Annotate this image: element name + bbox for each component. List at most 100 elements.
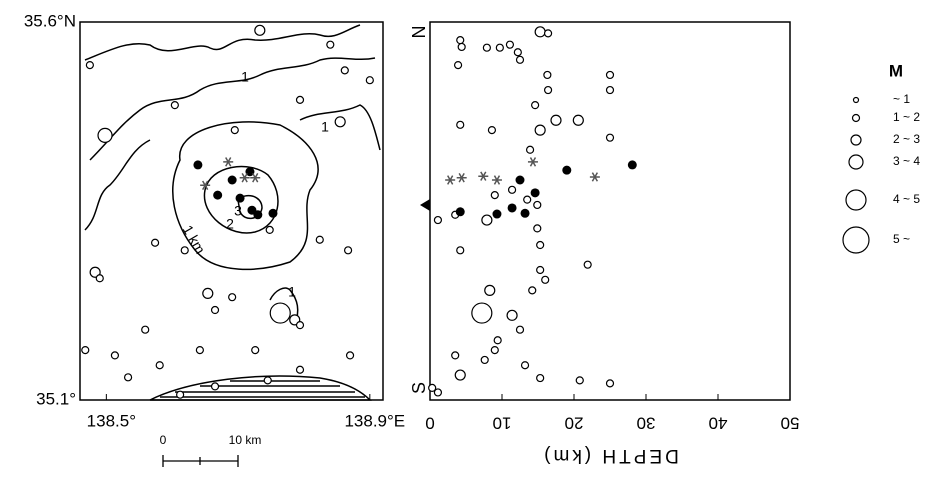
y-end-label: N	[409, 26, 429, 39]
y-tick-label: 35.6°N	[24, 11, 76, 30]
event-dot	[235, 193, 245, 203]
event-circle	[451, 351, 460, 360]
event-circle	[605, 85, 615, 95]
event-circle	[269, 302, 291, 324]
event-circle	[533, 200, 542, 210]
legend-label: 2 ~ 3	[893, 132, 920, 146]
event-circle	[534, 124, 546, 136]
legend-symbol	[851, 113, 861, 123]
event-dot	[193, 160, 203, 170]
event-circle	[507, 185, 517, 194]
event-circle	[513, 48, 522, 57]
event-circle	[295, 365, 305, 374]
event-circle	[484, 284, 496, 296]
event-circle	[456, 246, 465, 255]
scale-label: 10 km	[229, 433, 262, 447]
event-star	[456, 173, 467, 183]
event-star	[239, 173, 250, 183]
contour-label: 2	[226, 216, 234, 232]
legend-label: 3 ~ 4	[893, 154, 920, 168]
x-tick-label: 138.5°	[87, 411, 136, 430]
hatched-area	[149, 375, 372, 401]
event-circle	[543, 85, 553, 95]
event-dot	[213, 190, 223, 200]
event-circle	[228, 293, 237, 302]
event-circle	[295, 95, 305, 104]
event-star	[491, 175, 502, 185]
event-circle	[525, 145, 535, 154]
contour-label: 1	[321, 119, 329, 135]
event-circle	[572, 114, 584, 126]
event-circle	[541, 275, 550, 284]
event-circle	[575, 376, 584, 385]
event-circle	[326, 40, 335, 49]
event-circle	[195, 346, 204, 355]
event-circle	[428, 383, 437, 393]
x-axis-label: DEPTH (km)	[541, 445, 679, 466]
event-circle	[515, 325, 525, 334]
event-circle	[531, 101, 540, 110]
event-circle	[536, 265, 545, 275]
event-circle	[202, 287, 214, 300]
event-circle	[97, 127, 113, 143]
event-dot	[627, 160, 637, 170]
legend-symbol	[852, 96, 860, 104]
event-circle	[210, 305, 220, 315]
event-circle	[506, 309, 518, 321]
event-circle	[150, 238, 160, 247]
contour-label: 1	[241, 69, 249, 85]
x-tick-label: 10	[493, 414, 512, 433]
event-circle	[505, 40, 515, 49]
event-circle	[543, 29, 553, 38]
event-circle	[230, 126, 239, 135]
event-circle	[471, 302, 493, 324]
event-dot	[507, 203, 517, 213]
map-frame	[79, 21, 384, 401]
event-star	[223, 157, 234, 167]
event-circle	[454, 369, 466, 381]
event-circle	[155, 361, 164, 370]
legend-symbol	[842, 226, 870, 254]
event-circle	[89, 266, 101, 278]
event-circle	[141, 325, 150, 334]
event-circle	[123, 373, 133, 382]
legend-symbol	[845, 189, 867, 211]
event-star	[250, 173, 261, 183]
map-contours	[84, 24, 381, 401]
contour-3	[237, 194, 263, 220]
event-circle	[85, 60, 94, 70]
event-star	[445, 175, 456, 185]
x-tick-label: 30	[637, 414, 656, 433]
event-dot	[515, 175, 525, 185]
event-circle	[176, 390, 185, 399]
event-circle	[170, 101, 179, 110]
event-circle	[263, 376, 272, 385]
event-circle	[536, 373, 545, 383]
event-circle	[453, 60, 463, 70]
legend: M ~ 1 1 ~ 2 2 ~ 3 3 ~ 4 4 ~ 5 5 ~	[842, 61, 920, 254]
event-circle	[493, 336, 502, 345]
event-circle	[340, 66, 349, 75]
event-circle	[490, 191, 499, 200]
event-circle	[254, 24, 266, 36]
legend-label: ~ 1	[893, 92, 910, 106]
contour-line	[84, 139, 151, 231]
event-circle	[265, 225, 274, 234]
x-tick-label: 0	[425, 414, 434, 433]
event-circle	[343, 246, 353, 255]
y-tick-label: 35.1°	[36, 389, 76, 408]
legend-label: 5 ~	[893, 232, 910, 246]
event-circle	[457, 42, 466, 52]
contour-line	[89, 57, 376, 161]
event-circle	[481, 214, 493, 226]
event-circle	[295, 321, 305, 330]
event-dot	[530, 188, 540, 198]
event-circle	[315, 235, 324, 244]
x-tick-label: 20	[565, 414, 584, 433]
event-circle	[605, 133, 615, 142]
legend-symbol	[850, 134, 862, 146]
event-circle	[543, 70, 552, 80]
event-dot	[455, 207, 465, 217]
scale-line	[162, 455, 239, 467]
